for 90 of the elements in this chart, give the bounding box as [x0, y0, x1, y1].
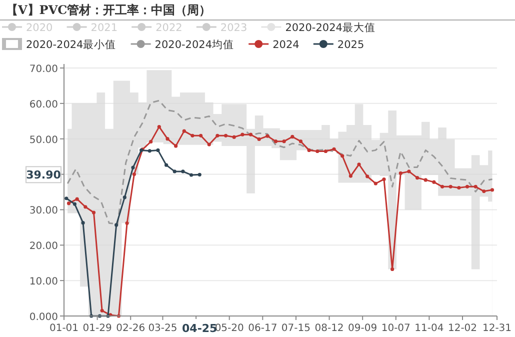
point — [64, 196, 68, 200]
point — [240, 132, 244, 136]
point — [114, 223, 118, 227]
x-tick-label: 09-09 — [348, 323, 378, 334]
point — [482, 189, 486, 194]
y-tick-label: 20.00 — [29, 241, 58, 252]
point — [440, 184, 444, 188]
legend-label: 2024 — [272, 39, 300, 51]
point — [266, 134, 270, 138]
point — [324, 149, 328, 154]
point — [164, 163, 168, 167]
point — [332, 147, 336, 151]
point — [382, 177, 386, 182]
point — [100, 308, 104, 312]
point — [157, 125, 161, 129]
point — [149, 140, 153, 144]
point — [125, 221, 129, 225]
x-tick-label: 01-29 — [82, 323, 112, 334]
point — [416, 176, 420, 180]
x-tick-label: 11-04 — [414, 323, 444, 334]
x-tick-label: 12-02 — [448, 323, 478, 334]
point — [131, 166, 135, 170]
point — [248, 132, 253, 136]
x-tick-label: 06-17 — [248, 323, 278, 334]
point — [257, 137, 261, 142]
point — [298, 140, 303, 144]
x-tick-label: 10-07 — [381, 323, 410, 334]
y-tick-label: 10.00 — [29, 276, 58, 288]
point — [448, 184, 452, 188]
point — [465, 184, 470, 188]
point — [174, 144, 178, 148]
point — [348, 174, 352, 178]
point — [81, 221, 85, 225]
point — [290, 134, 294, 139]
point — [148, 149, 152, 153]
x-tick-label: 02-26 — [116, 323, 146, 334]
point — [166, 137, 170, 141]
y-tick-label: 70.00 — [29, 64, 58, 75]
legend-label: 2020-2024最大值 — [285, 21, 376, 34]
chart-title: 【V】PVC管材：开工率：中国（周） — [6, 3, 212, 17]
text: 04-25 — [182, 322, 218, 335]
x-tick-label: 01-01 — [49, 323, 79, 334]
point — [207, 142, 211, 146]
point — [156, 148, 160, 152]
point — [75, 197, 79, 201]
point — [84, 205, 88, 209]
point — [282, 140, 286, 144]
point — [66, 202, 71, 206]
point — [92, 210, 96, 214]
point — [182, 129, 186, 133]
point — [490, 188, 494, 192]
point — [232, 135, 236, 139]
x-tick-label: 05-20 — [214, 323, 244, 334]
point — [190, 134, 194, 138]
x-tick-label: 12-31 — [482, 323, 512, 334]
point — [357, 162, 361, 166]
x-tick-label: 03-25 — [148, 323, 178, 334]
point — [72, 202, 77, 206]
point — [316, 149, 320, 154]
point — [474, 184, 478, 188]
text: 39.90 — [26, 168, 62, 182]
point — [307, 148, 311, 152]
point — [172, 170, 176, 174]
point — [181, 170, 185, 174]
point — [122, 196, 126, 200]
y-tick-label: 0.000 — [29, 312, 58, 323]
point — [340, 154, 344, 158]
point — [424, 178, 428, 182]
point — [199, 134, 203, 138]
legend-label: 2020-2024均值 — [154, 39, 234, 51]
legend-label: 2020-2024最小值 — [26, 38, 116, 51]
point — [432, 180, 436, 184]
x-tick-label: 07-15 — [281, 323, 310, 334]
point — [132, 172, 136, 176]
point — [366, 174, 370, 178]
point — [274, 140, 278, 144]
x-tick-label: 08-12 — [314, 323, 344, 334]
point — [224, 134, 228, 138]
legend-label: 2025 — [337, 39, 364, 51]
point — [398, 171, 402, 176]
y-tick-label: 60.00 — [29, 99, 58, 110]
y-tick-label: 30.00 — [29, 206, 58, 217]
point — [374, 182, 378, 186]
y-tick-label: 50.00 — [29, 134, 58, 146]
point — [189, 173, 194, 177]
point — [407, 170, 411, 174]
point — [390, 267, 394, 272]
point — [216, 134, 220, 138]
point — [457, 186, 461, 190]
point — [198, 172, 202, 176]
